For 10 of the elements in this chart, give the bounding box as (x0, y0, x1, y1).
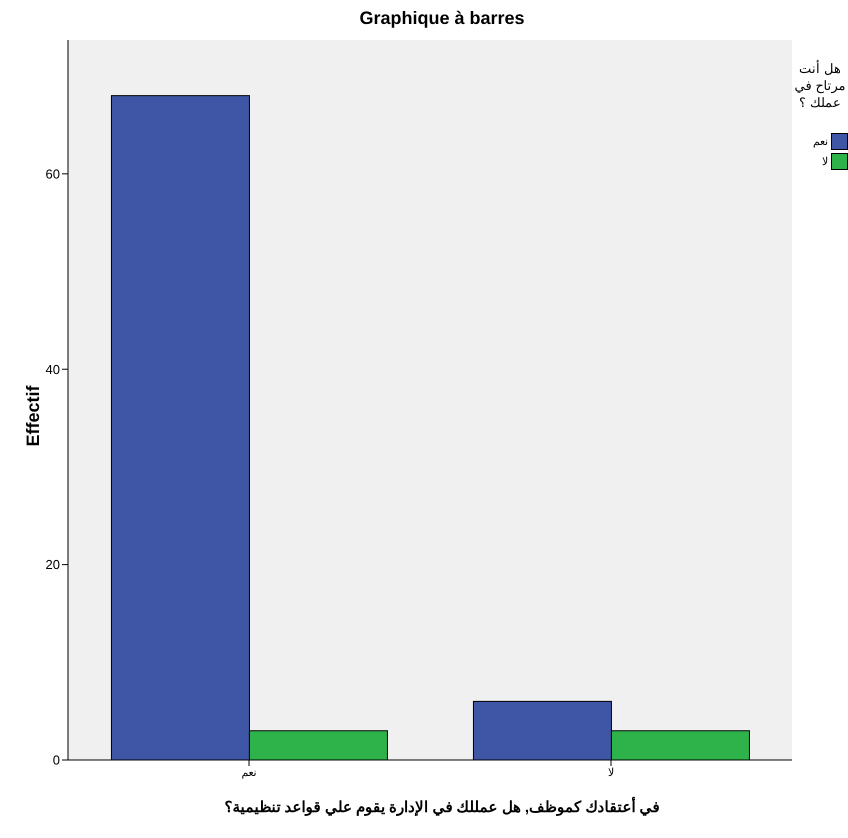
legend-title: هل أنت مرتاح في عملك ؟ (794, 60, 846, 111)
legend-label: لا (822, 155, 828, 168)
y-tick-label: 60 (46, 166, 60, 182)
y-tick-label: 20 (46, 557, 60, 572)
y-tick-label: 40 (46, 362, 60, 377)
y-tick-label: 0 (52, 752, 60, 768)
y-axis-title: Effectif (22, 385, 43, 446)
x-axis-title: في أعتقادك كموظف, هل عمللك في الإدارة يقوم علي قواعد تنظيمية؟ (224, 798, 660, 816)
legend-label: نعم (813, 135, 828, 148)
chart-title: Graphique à barres (358, 8, 526, 29)
